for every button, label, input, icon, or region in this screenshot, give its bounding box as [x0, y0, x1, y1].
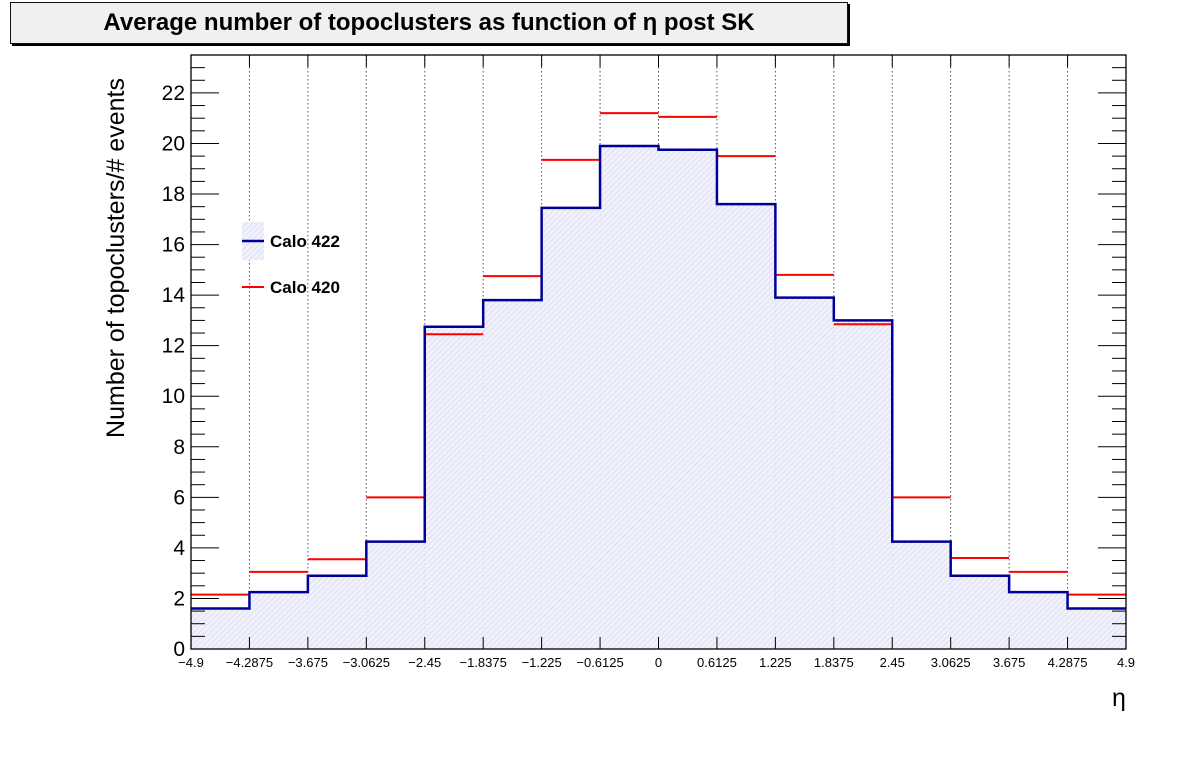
hist-bar-calo-422 — [833, 320, 893, 649]
x-tick-label: 3.675 — [993, 655, 1026, 670]
x-tick-labels: −4.9 −4.2875 −3.675 −3.0625 −2.45 −1.8375 −1.2… — [178, 655, 1135, 670]
x-tick-label: −4.2875 — [226, 655, 273, 670]
y-tick-label: 4 — [173, 537, 185, 560]
y-tick-label: 6 — [173, 486, 185, 509]
x-tick-label: 3.0625 — [931, 655, 971, 670]
legend-label-calo-422: Calo 422 — [270, 232, 340, 251]
bars-layer — [191, 145, 1126, 650]
hist-bar-calo-422 — [775, 297, 834, 649]
hist-bar-calo-422 — [191, 608, 250, 649]
y-tick-labels: 0 2 4 6 8 10 12 14 16 18 20 22 — [162, 82, 186, 661]
x-tick-label: −1.225 — [522, 655, 562, 670]
y-tick-label: 20 — [162, 132, 185, 155]
x-tick-label: 0.6125 — [697, 655, 737, 670]
hist-bar-calo-422 — [541, 207, 601, 649]
x-tick-label: −2.45 — [408, 655, 441, 670]
x-tick-label: 4.9 — [1117, 655, 1135, 670]
hist-bar-calo-422 — [950, 575, 1010, 649]
ticks-layer — [190, 54, 1127, 650]
x-axis-title: η — [1112, 684, 1126, 712]
hist-bar-calo-422 — [600, 145, 659, 650]
blue-series-layer — [191, 144, 1126, 610]
legend: Calo 422 Calo 420 — [242, 222, 340, 297]
x-tick-label: −3.0625 — [343, 655, 390, 670]
hist-bar-calo-422 — [249, 592, 308, 649]
hist-bar-calo-422 — [307, 575, 367, 649]
hist-bar-calo-422 — [424, 326, 484, 649]
hist-bar-calo-422 — [366, 541, 425, 649]
y-tick-label: 22 — [162, 82, 185, 105]
step-line-calo-422 — [191, 144, 1126, 610]
red-series-layer — [191, 112, 1126, 596]
hist-bar-calo-422 — [1009, 592, 1068, 649]
y-tick-label: 8 — [173, 436, 185, 459]
y-axis-title: Number of topoclusters/# events — [102, 78, 130, 438]
x-tick-label: 0 — [655, 655, 662, 670]
y-tick-label: 14 — [162, 284, 186, 307]
y-tick-label: 16 — [162, 234, 185, 257]
hist-bar-calo-422 — [658, 149, 717, 649]
y-tick-label: 10 — [162, 385, 185, 408]
y-tick-label: 18 — [162, 183, 185, 206]
y-tick-label: 12 — [162, 335, 185, 358]
hist-bar-calo-422 — [892, 541, 951, 649]
x-tick-label: 4.2875 — [1048, 655, 1088, 670]
x-tick-label: −4.9 — [178, 655, 204, 670]
x-tick-label: −1.8375 — [460, 655, 507, 670]
x-tick-label: −0.6125 — [576, 655, 623, 670]
x-tick-label: 2.45 — [880, 655, 905, 670]
x-tick-label: 1.225 — [759, 655, 792, 670]
chart-title: Average number of topoclusters as functi… — [103, 9, 755, 36]
hist-bar-calo-422 — [1067, 608, 1126, 649]
x-tick-label: 1.8375 — [814, 655, 854, 670]
chart-title-box: Average number of topoclusters as functi… — [10, 2, 848, 44]
x-tick-label: −3.675 — [288, 655, 328, 670]
hist-bar-calo-422 — [716, 204, 776, 650]
legend-label-calo-420: Calo 420 — [270, 278, 340, 297]
y-tick-label: 0 — [173, 638, 185, 661]
hist-bar-calo-422 — [483, 300, 542, 649]
y-tick-label: 2 — [173, 587, 185, 610]
